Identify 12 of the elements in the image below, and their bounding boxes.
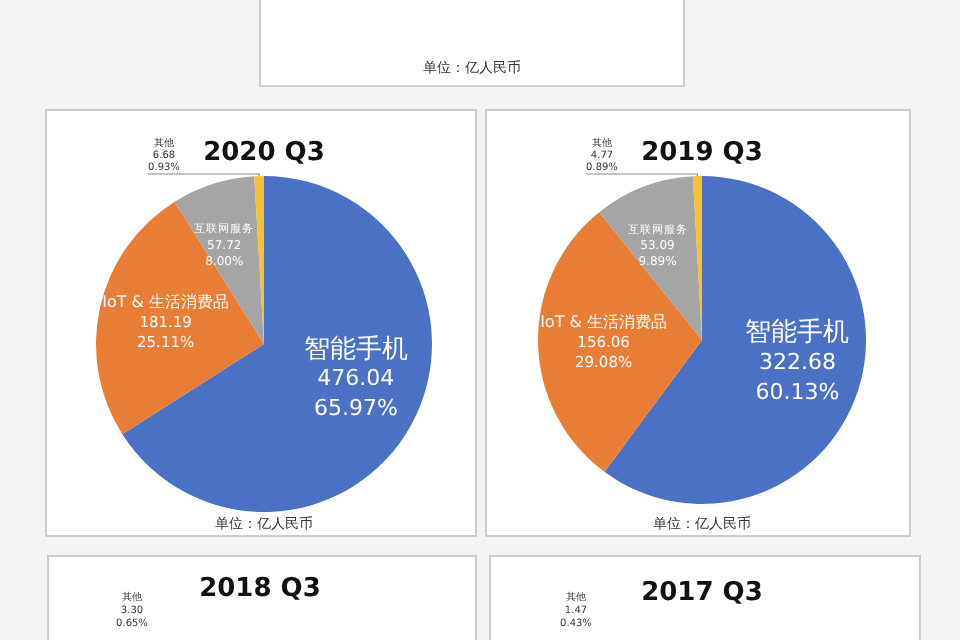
slice-label: 智能手机 [303, 334, 408, 365]
chart-title: 2020 Q3 [203, 138, 325, 168]
slice-label: IoT & 生活消费品 [102, 293, 230, 312]
text: 2017 Q3 [641, 578, 763, 608]
slice-label: 智能手机 [745, 318, 850, 349]
text: 2018 Q3 [199, 574, 321, 604]
slice-label: IoT & 生活消费品 [540, 313, 668, 332]
pie-slice [96, 201, 264, 435]
data-label: 476.04 65.97% [313, 365, 398, 422]
data-label: 322.68 60.13% [755, 348, 840, 405]
chart-title: 2019 Q3 [641, 138, 763, 168]
pie-slice [538, 212, 702, 472]
